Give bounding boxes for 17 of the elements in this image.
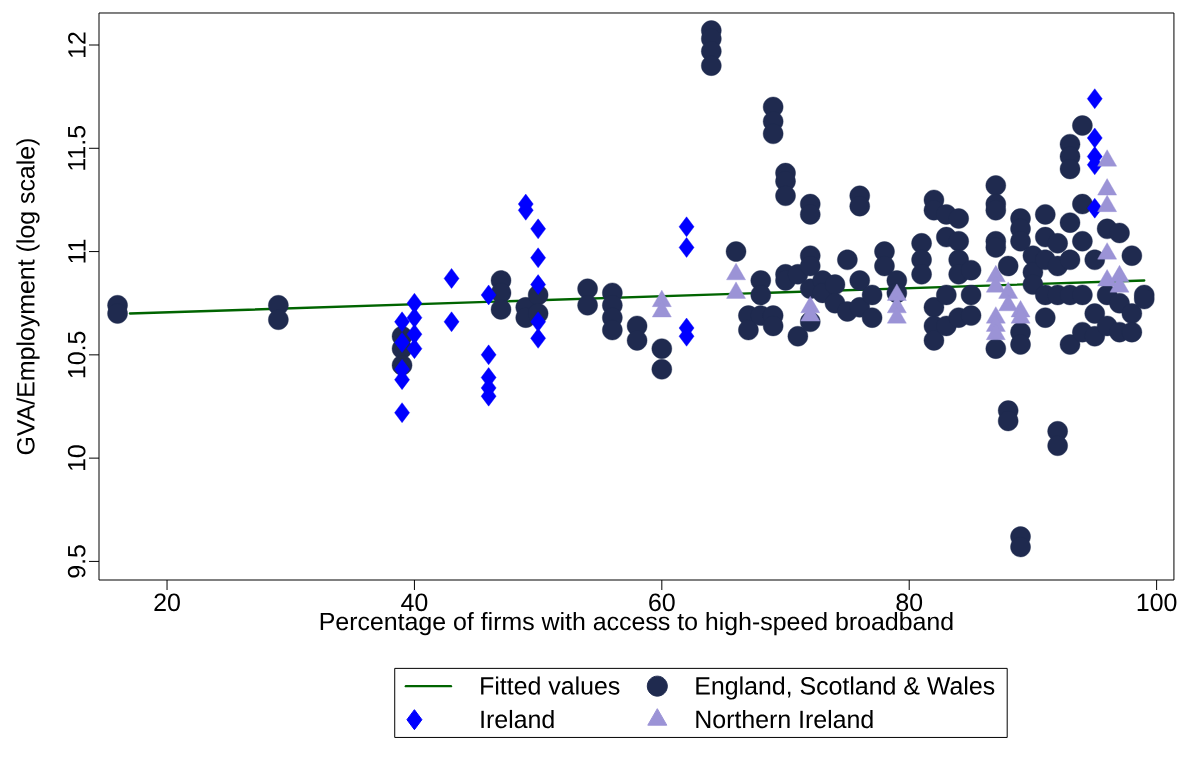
y-tick-label: 10.5: [67, 331, 86, 378]
x-tick-label: 20: [154, 593, 180, 612]
y-tick-label: 10: [67, 445, 86, 471]
x-tick-label: 100: [1137, 593, 1177, 612]
y-tick-label: 12: [68, 32, 86, 57]
legend-label: England, Scotland & Wales: [696, 676, 995, 700]
legend-label: Ireland: [481, 709, 554, 729]
legend-label: Northern Ireland: [696, 709, 873, 729]
y-axis-title: GVA/Employment (log scale): [16, 139, 40, 455]
y-tick-label: 11: [68, 239, 86, 263]
x-tick-label: 40: [401, 593, 428, 612]
x-axis-title: Percentage of firms with access to high-speed broadband: [320, 612, 953, 636]
legend-label: Fitted values: [481, 676, 620, 695]
y-tick-label: 11.5: [68, 126, 86, 170]
y-tick-label: 9.5: [67, 545, 86, 578]
x-tick-label: 80: [896, 593, 923, 612]
x-tick-label: 60: [649, 593, 675, 612]
